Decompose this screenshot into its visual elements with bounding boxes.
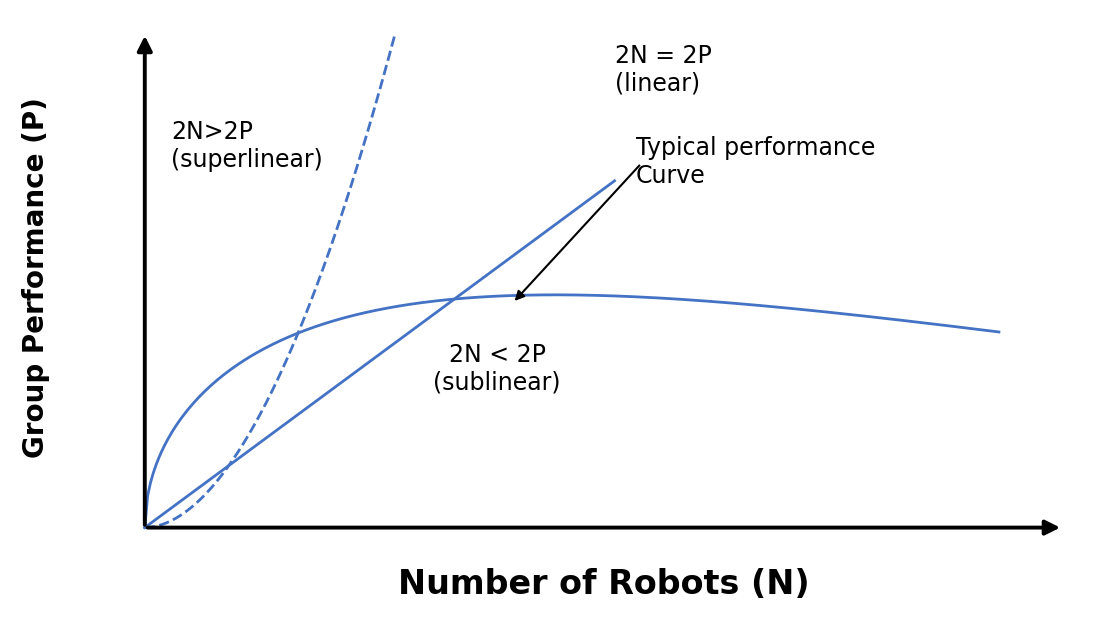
Text: Typical performance
Curve: Typical performance Curve: [636, 136, 875, 188]
Text: Number of Robots (N): Number of Robots (N): [399, 568, 809, 602]
Text: 2N = 2P
(linear): 2N = 2P (linear): [614, 44, 711, 96]
Text: 2N < 2P
(sublinear): 2N < 2P (sublinear): [434, 343, 560, 395]
Text: 2N>2P
(superlinear): 2N>2P (superlinear): [172, 120, 324, 172]
Text: Group Performance (P): Group Performance (P): [22, 97, 50, 458]
